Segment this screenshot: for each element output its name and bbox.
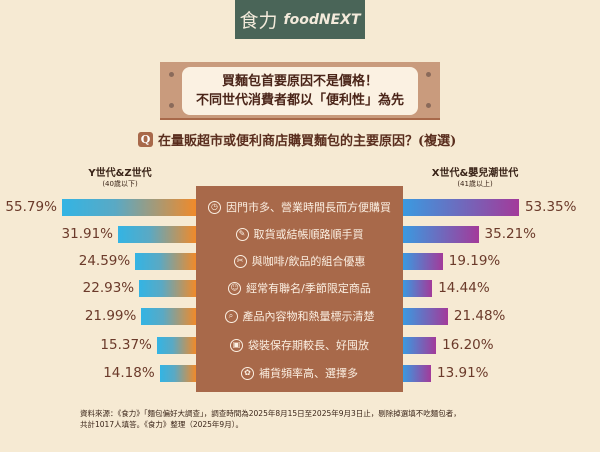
category-label: ☺ 經常有聯名/季節限定商品 bbox=[196, 278, 403, 298]
bar-left bbox=[141, 307, 196, 325]
flower-icon: ✿ bbox=[241, 366, 254, 380]
bar-right bbox=[403, 225, 479, 243]
title-banner: 買麵包首要原因不是價格！ 不同世代消費者都以「便利性」為先 bbox=[160, 62, 440, 120]
value-label-left: 14.18% bbox=[103, 364, 155, 381]
nail-icon bbox=[169, 103, 174, 108]
bar-left bbox=[159, 364, 196, 382]
bar-left bbox=[61, 198, 196, 216]
category-label: ▣ 袋裝保存期較長、好囤放 bbox=[196, 335, 403, 355]
title-line-2: 不同世代消費者都以「便利性」為先 bbox=[195, 93, 404, 108]
category-text: 因門市多、營業時間長而方便購買 bbox=[226, 201, 391, 214]
series-left-name: Y世代&Z世代 bbox=[88, 168, 152, 179]
value-label-right: 21.48% bbox=[453, 307, 506, 324]
category-text: 取貨或結帳順路順手買 bbox=[253, 228, 364, 241]
value-label-right: 14.44% bbox=[438, 279, 490, 296]
question: Q 在量販超市或便利商店購買麵包的主要原因？(複選) bbox=[138, 130, 456, 149]
hand-icon: ✎ bbox=[235, 227, 249, 241]
category-text: 產品內容物和熱量標示清楚 bbox=[242, 310, 375, 323]
bar-left bbox=[156, 336, 196, 354]
bar-right bbox=[403, 252, 443, 270]
footer-source: 資料來源：《食力》「麵包偏好大調查」，調查時間為2025年8月15日至2025年… bbox=[80, 408, 461, 430]
bar-right bbox=[403, 198, 519, 216]
category-panel: ◷ 因門市多、營業時間長而方便購買 ✎ 取貨或結帳順路順手買 ✂ 與咖啡/飲品的組合優惠 ☺… bbox=[196, 186, 403, 392]
value-label-left: 21.99% bbox=[84, 307, 137, 324]
value-label-left: 24.59% bbox=[78, 252, 131, 269]
clock-check-icon: ◷ bbox=[208, 200, 221, 214]
category-label: ✿ 補貨頻率高、選擇多 bbox=[196, 363, 403, 383]
legend-right: X世代&嬰兒潮世代 (41歲以上) bbox=[410, 164, 540, 189]
footer-line-2: 共計1017人填答。《食力》整理（2025年9月）。 bbox=[80, 420, 243, 429]
value-label-right: 53.35% bbox=[524, 198, 577, 215]
value-label-right: 19.19% bbox=[448, 252, 501, 269]
series-right-sub: (41歲以上) bbox=[457, 180, 493, 188]
people-icon: ☺ bbox=[228, 281, 242, 295]
value-label-right: 13.91% bbox=[437, 364, 489, 381]
category-label: ◷ 因門市多、營業時間長而方便購買 bbox=[196, 197, 403, 217]
title-line-1: 買麵包首要原因不是價格！ bbox=[221, 74, 378, 89]
logo-zh: 食力 bbox=[239, 10, 278, 32]
bar-right bbox=[403, 364, 432, 382]
series-left-sub: (40歲以下) bbox=[102, 180, 138, 188]
value-label-left: 22.93% bbox=[82, 279, 135, 296]
series-right-name: X世代&嬰兒潮世代 bbox=[431, 168, 519, 179]
coupon-icon: ✂ bbox=[233, 254, 247, 268]
value-label-left: 55.79% bbox=[5, 198, 57, 215]
value-label-right: 16.20% bbox=[442, 336, 494, 353]
foodnext-logo: 食力 foodNEXT bbox=[235, 0, 365, 39]
question-text: 在量販超市或便利商店購買麵包的主要原因？(複選) bbox=[158, 134, 457, 149]
category-text: 袋裝保存期較長、好囤放 bbox=[248, 339, 369, 352]
bar-right bbox=[403, 336, 437, 354]
bar-left bbox=[139, 279, 196, 297]
q-badge-icon: Q bbox=[138, 132, 153, 147]
value-label-right: 35.21% bbox=[484, 225, 536, 242]
value-label-left: 31.91% bbox=[61, 225, 114, 242]
footer-line-1: 資料來源：《食力》「麵包偏好大調查」，調查時間為2025年8月15日至2025年… bbox=[80, 409, 461, 418]
nail-icon bbox=[426, 72, 431, 77]
category-label: ✂ 與咖啡/飲品的組合優惠 bbox=[196, 251, 403, 271]
category-text: 與咖啡/飲品的組合優惠 bbox=[251, 255, 366, 268]
package-clock-icon: ▣ bbox=[230, 338, 243, 352]
bar-left bbox=[135, 252, 196, 270]
bar-right bbox=[403, 307, 448, 325]
logo-en: foodNEXT bbox=[283, 11, 361, 28]
category-label: ⌕ 產品內容物和熱量標示清楚 bbox=[196, 306, 403, 326]
category-label: ✎ 取貨或結帳順路順手買 bbox=[196, 224, 403, 244]
bar-right bbox=[403, 279, 433, 297]
nail-icon bbox=[426, 103, 431, 108]
category-text: 補貨頻率高、選擇多 bbox=[259, 367, 358, 380]
value-label-left: 15.37% bbox=[100, 336, 152, 353]
bar-left bbox=[118, 225, 196, 243]
category-text: 經常有聯名/季節限定商品 bbox=[246, 282, 371, 295]
legend-left: Y世代&Z世代 (40歲以下) bbox=[60, 164, 180, 189]
nail-icon bbox=[169, 72, 174, 77]
magnifier-check-icon: ⌕ bbox=[224, 309, 238, 323]
